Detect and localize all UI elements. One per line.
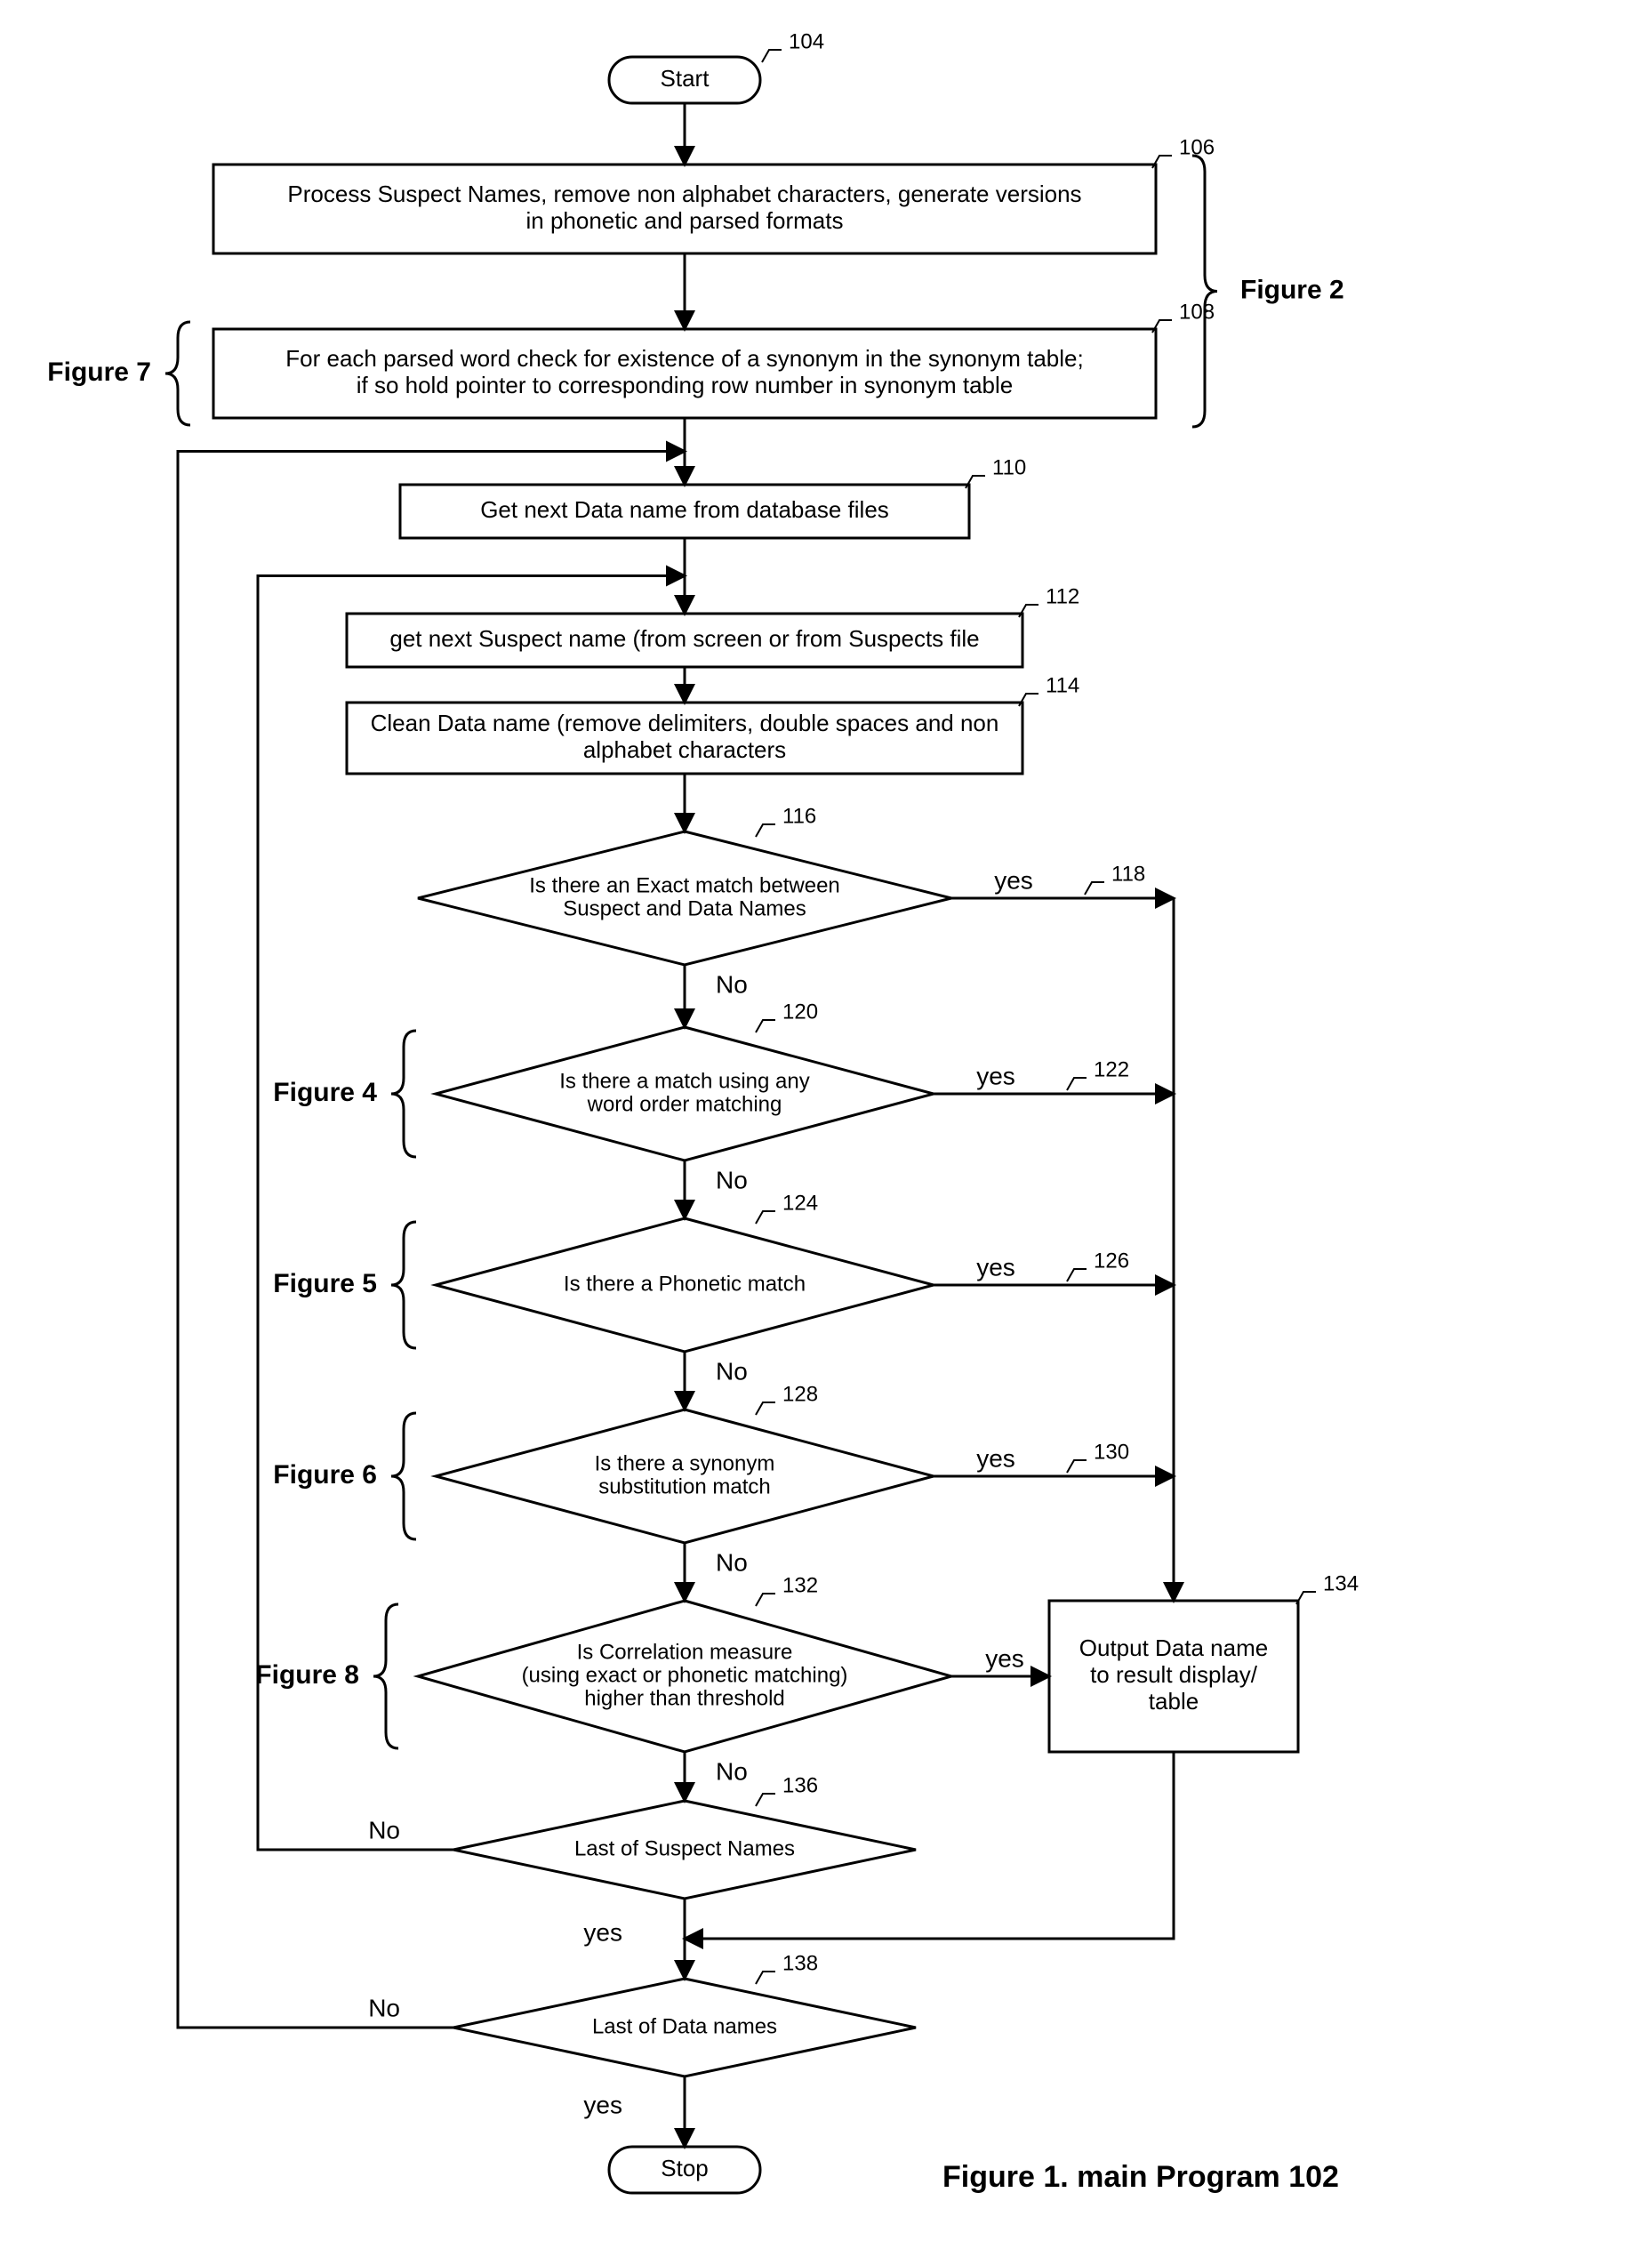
svg-text:Is there a match using anyword: Is there a match using anyword order mat… [559,1069,809,1116]
svg-text:128: 128 [782,1382,818,1406]
svg-text:Figure 5: Figure 5 [273,1269,377,1298]
svg-text:124: 124 [782,1191,818,1215]
svg-text:138: 138 [782,1951,818,1975]
svg-text:get next Suspect name (from sc: get next Suspect name (from screen or fr… [389,625,979,652]
svg-text:134: 134 [1323,1571,1359,1595]
svg-text:No: No [368,1816,400,1843]
svg-text:126: 126 [1094,1249,1129,1273]
svg-text:yes: yes [583,1918,622,1946]
svg-text:No: No [716,1166,748,1193]
svg-text:120: 120 [782,1000,818,1024]
svg-text:Last of Suspect Names: Last of Suspect Names [574,1836,795,1860]
process-n112: get next Suspect name (from screen or fr… [347,584,1079,667]
svg-text:Start: Start [661,65,710,92]
svg-text:yes: yes [994,866,1033,894]
svg-text:Is there a Phonetic match: Is there a Phonetic match [564,1272,806,1296]
svg-text:104: 104 [789,29,824,53]
svg-text:Get next Data name from databa: Get next Data name from database files [480,496,889,523]
svg-text:No: No [716,970,748,998]
svg-text:No: No [716,1548,748,1576]
svg-text:116: 116 [782,804,816,828]
svg-text:Figure 6: Figure 6 [273,1460,377,1490]
svg-text:yes: yes [583,2091,622,2118]
svg-text:Figure 2: Figure 2 [1240,275,1344,304]
svg-text:108: 108 [1179,300,1215,324]
svg-text:136: 136 [782,1773,818,1797]
process-n134: Output Data nameto result display/table1… [1049,1571,1359,1752]
svg-text:110: 110 [992,455,1026,479]
svg-text:Figure 7: Figure 7 [47,357,151,387]
svg-text:yes: yes [976,1253,1015,1281]
svg-text:No: No [368,1994,400,2021]
svg-text:122: 122 [1094,1057,1129,1081]
process-n110: Get next Data name from database files 11… [400,455,1026,538]
flowchart-svg: Start 104 Process Suspect Names, remove no… [0,0,1652,2265]
svg-text:yes: yes [976,1062,1015,1089]
svg-text:Stop: Stop [661,2155,709,2181]
svg-text:112: 112 [1046,584,1079,608]
svg-text:114: 114 [1046,673,1079,697]
svg-text:No: No [716,1357,748,1385]
terminator-stop: Stop [609,2147,760,2193]
svg-text:Figure 4: Figure 4 [273,1078,377,1107]
terminator-start: Start 104 [609,29,824,103]
process-n114: Clean Data name (remove delimiters, doub… [347,673,1079,774]
svg-text:Last of Data names: Last of Data names [592,2014,777,2038]
svg-text:Figure 1. main Program 102: Figure 1. main Program 102 [942,2160,1339,2194]
svg-text:For each parsed word check for: For each parsed word check for existence… [285,345,1083,398]
svg-text:No: No [716,1757,748,1785]
svg-text:132: 132 [782,1573,818,1597]
process-n108: For each parsed word check for existence… [213,300,1215,418]
process-n106: Process Suspect Names, remove non alphab… [213,135,1215,253]
svg-text:Is there an Exact match betwee: Is there an Exact match betweenSuspect a… [529,873,840,920]
svg-text:yes: yes [985,1644,1024,1672]
svg-text:Is there a synonymsubstitution: Is there a synonymsubstitution match [595,1451,775,1498]
svg-text:118: 118 [1111,862,1145,886]
svg-text:yes: yes [976,1444,1015,1472]
svg-text:Figure 8: Figure 8 [255,1660,359,1690]
svg-text:130: 130 [1094,1440,1129,1464]
